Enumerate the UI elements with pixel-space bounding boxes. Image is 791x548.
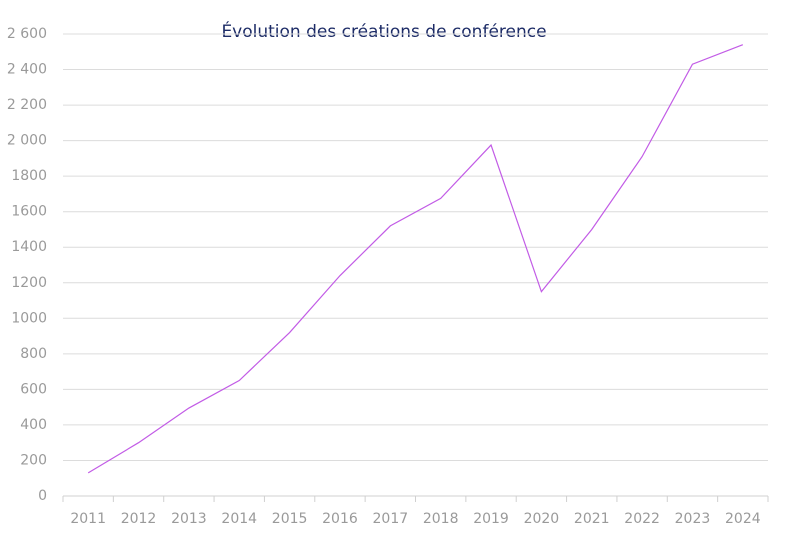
y-tick-label: 600 <box>20 381 47 397</box>
x-tick-label: 2011 <box>70 511 106 527</box>
y-tick-label: 2 000 <box>7 133 47 149</box>
x-tick-label: 2018 <box>423 511 459 527</box>
x-tick-label: 2012 <box>121 511 157 527</box>
y-tick-label: 800 <box>20 346 47 362</box>
x-tick-label: 2015 <box>272 511 308 527</box>
x-tick-label: 2021 <box>574 511 610 527</box>
y-tick-label: 0 <box>38 488 47 504</box>
y-tick-label: 1800 <box>11 168 47 184</box>
y-tick-label: 1000 <box>11 310 47 326</box>
x-tick-label: 2023 <box>675 511 711 527</box>
data-line <box>87 44 744 474</box>
chart-title: Évolution des créations de conférence <box>221 20 546 42</box>
x-tick-label: 2019 <box>473 511 509 527</box>
y-tick-label: 2 400 <box>7 62 47 78</box>
x-tick-label: 2013 <box>171 511 207 527</box>
x-tick-label: 2016 <box>322 511 358 527</box>
y-tick-label: 200 <box>20 452 47 468</box>
y-tick-label: 1200 <box>11 275 47 291</box>
y-tick-label: 2 600 <box>7 26 47 42</box>
x-tick-label: 2022 <box>624 511 660 527</box>
y-tick-label: 400 <box>20 417 47 433</box>
x-tick-label: 2024 <box>725 511 761 527</box>
x-tick-label: 2014 <box>221 511 257 527</box>
y-tick-label: 1400 <box>11 239 47 255</box>
x-tick-label: 2020 <box>524 511 560 527</box>
y-tick-label: 2 200 <box>7 97 47 113</box>
y-tick-label: 1600 <box>11 204 47 220</box>
x-tick-label: 2017 <box>373 511 409 527</box>
